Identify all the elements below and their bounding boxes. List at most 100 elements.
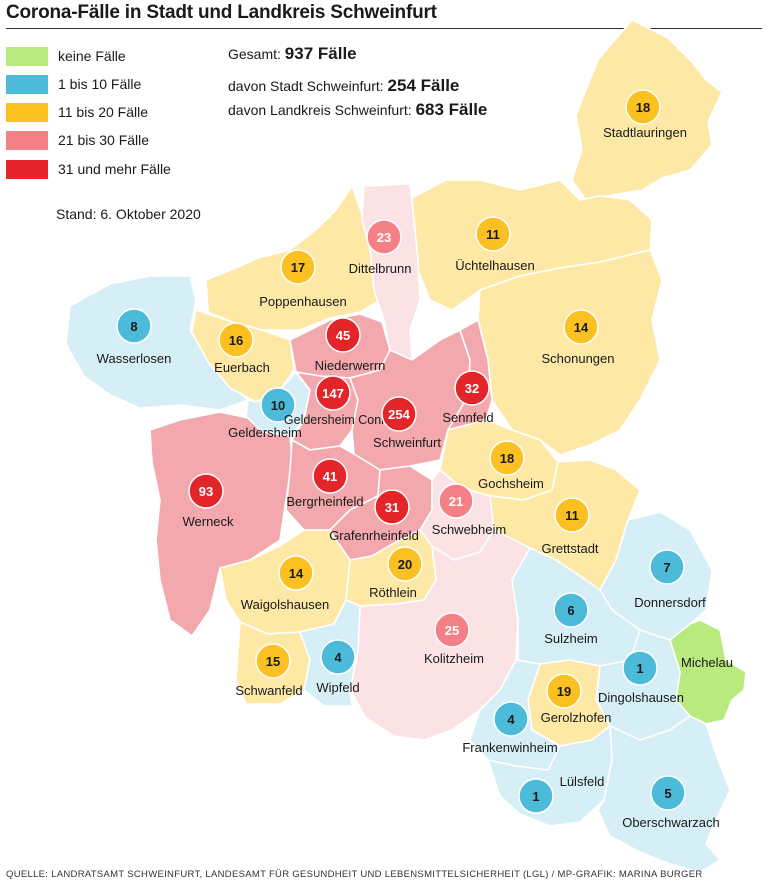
name-label: Sulzheim — [544, 631, 597, 646]
value-circle — [493, 701, 529, 737]
marker-kolitzheim[interactable]: 25 Kolitzheim — [424, 612, 484, 666]
map-title: Corona-Fälle in Stadt und Landkreis Schw… — [6, 2, 762, 29]
name-label: Bergrheinfeld — [286, 494, 363, 509]
name-label: Geldersheim Conn — [284, 413, 388, 427]
name-label: Schweinfurt — [373, 435, 441, 450]
name-label: Kolitzheim — [424, 651, 484, 666]
marker-euerbach[interactable]: 16 Euerbach — [214, 322, 270, 375]
value-circle — [278, 555, 314, 591]
value-circle — [438, 483, 474, 519]
name-label: Dittelbrunn — [349, 261, 412, 276]
name-label: Gerolzhofen — [541, 710, 612, 725]
value-circle — [563, 309, 599, 345]
value-label: 45 — [336, 328, 350, 343]
value-circle — [434, 612, 470, 648]
value-circle — [518, 778, 554, 814]
value-circle — [622, 650, 658, 686]
value-label: 23 — [377, 230, 391, 245]
marker-michelau[interactable]: Michelau — [681, 655, 733, 670]
value-label: 254 — [388, 407, 410, 422]
marker-schonungen[interactable]: 14 Schonungen — [541, 309, 615, 366]
value-label: 7 — [663, 560, 670, 575]
value-label: 21 — [449, 494, 463, 509]
marker-waigolshausen[interactable]: 14 Waigolshausen — [241, 555, 329, 612]
value-circle — [489, 440, 525, 476]
marker-dingolshausen[interactable]: 1 Dingolshausen — [598, 650, 684, 705]
area-uechtelhausen[interactable] — [411, 179, 653, 311]
name-label: Stadtlauringen — [603, 125, 687, 140]
marker-schweinfurt[interactable]: 254 Schweinfurt — [373, 396, 441, 450]
value-label: 1 — [532, 789, 539, 804]
value-label: 11 — [565, 508, 579, 523]
marker-wipfeld[interactable]: 4 Wipfeld — [316, 639, 360, 695]
marker-donnersdorf[interactable]: 7 Donnersdorf — [634, 549, 706, 610]
marker-schwanfeld[interactable]: 15 Schwanfeld — [235, 643, 303, 698]
value-circle — [554, 497, 590, 533]
value-label: 14 — [574, 320, 589, 335]
value-circle — [255, 643, 291, 679]
value-circle — [188, 473, 224, 509]
value-label: 1 — [636, 661, 643, 676]
total-city: davon Stadt Schweinfurt: 254 Fälle — [228, 76, 459, 96]
name-label: Schwebheim — [432, 522, 506, 537]
name-label: Sennfeld — [442, 410, 493, 425]
marker-uechtelhausen[interactable]: 11 Üchtelhausen — [455, 216, 535, 273]
marker-roethlein[interactable]: 20 Röthlein — [369, 546, 423, 600]
marker-dittelbrunn[interactable]: 23 Dittelbrunn — [349, 219, 412, 276]
marker-schwebheim[interactable]: 21 Schwebheim — [432, 483, 506, 537]
marker-gerolzhofen[interactable]: 19 Gerolzhofen — [541, 673, 612, 725]
name-label: Geldersheim — [228, 425, 302, 440]
value-circle — [649, 549, 685, 585]
marker-poppenhausen[interactable]: 17 Poppenhausen — [259, 249, 347, 309]
value-label: 15 — [266, 654, 280, 669]
name-label: Röthlein — [369, 585, 417, 600]
marker-frankenwinheim[interactable]: 4 Frankenwinheim — [462, 701, 558, 755]
name-label: Waigolshausen — [241, 597, 329, 612]
marker-luelsfeld[interactable]: 1 Lülsfeld — [518, 774, 605, 814]
name-label: Grafenrheinfeld — [329, 528, 419, 543]
legend-swatch — [6, 103, 48, 122]
value-label: 93 — [199, 484, 213, 499]
legend-label: keine Fälle — [58, 48, 126, 64]
marker-grettstadt[interactable]: 11 Grettstadt — [541, 497, 599, 556]
value-circle — [218, 322, 254, 358]
value-label: 17 — [291, 260, 305, 275]
total-value: 937 Fälle — [284, 44, 357, 63]
marker-niederwerrn[interactable]: 45 Niederwerrn — [315, 317, 386, 373]
value-circle — [320, 639, 356, 675]
total-district: davon Landkreis Schweinfurt: 683 Fälle — [228, 100, 487, 120]
marker-wasserlosen[interactable]: 8 Wasserlosen — [97, 308, 172, 366]
total-value: 254 Fälle — [387, 76, 460, 95]
legend-swatch — [6, 75, 48, 94]
value-circle — [475, 216, 511, 252]
name-label: Dingolshausen — [598, 690, 684, 705]
marker-sulzheim[interactable]: 6 Sulzheim — [544, 592, 598, 646]
marker-gochsheim[interactable]: 18 Gochsheim — [478, 440, 544, 491]
total-all: Gesamt: 937 Fälle — [228, 44, 357, 64]
marker-grafenrheinfeld[interactable]: 31 Grafenrheinfeld — [329, 489, 419, 543]
name-label: Michelau — [681, 655, 733, 670]
value-circle — [280, 249, 316, 285]
status-date: Stand: 6. Oktober 2020 — [56, 206, 201, 222]
marker-stadtlauringen[interactable]: 18 Stadtlauringen — [603, 89, 687, 140]
marker-bergrheinfeld[interactable]: 41 Bergrheinfeld — [286, 458, 364, 509]
value-circle — [387, 546, 423, 582]
value-circle — [381, 396, 417, 432]
marker-oberschwarzach[interactable]: 5 Oberschwarzach — [622, 775, 720, 830]
name-label: Schwanfeld — [235, 683, 302, 698]
value-label: 6 — [567, 603, 574, 618]
value-label: 32 — [465, 381, 479, 396]
value-label: 147 — [322, 386, 344, 401]
marker-sennfeld[interactable]: 32 Sennfeld — [442, 370, 494, 425]
legend-label: 11 bis 20 Fälle — [58, 104, 149, 120]
total-label: Gesamt: — [228, 46, 281, 62]
marker-geldersheim-conn[interactable]: 147 Geldersheim Conn — [284, 375, 388, 427]
marker-geldersheim[interactable]: 10 Geldersheim — [228, 387, 302, 440]
value-circle — [366, 219, 402, 255]
total-label: davon Stadt Schweinfurt: — [228, 78, 384, 94]
name-label: Niederwerrn — [315, 358, 386, 373]
value-label: 19 — [557, 684, 571, 699]
marker-werneck[interactable]: 93 Werneck — [182, 473, 234, 529]
name-label: Lülsfeld — [560, 774, 605, 789]
